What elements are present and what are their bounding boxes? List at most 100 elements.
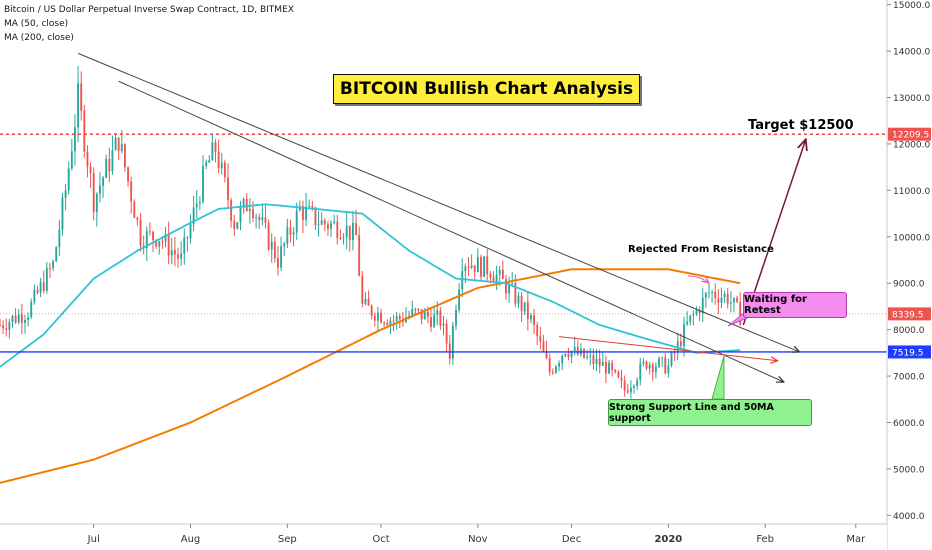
candle-body	[717, 298, 720, 303]
candle-body	[333, 221, 336, 224]
y-tick-label: 9000.0	[893, 280, 925, 290]
candle-body	[626, 390, 629, 393]
support-pointer	[711, 355, 725, 400]
candle-body	[302, 206, 304, 220]
candle-body	[111, 149, 114, 172]
candle-body	[92, 173, 95, 213]
candle-body	[177, 254, 179, 259]
retest-callout: Waiting for Retest	[743, 292, 847, 318]
candle-body	[139, 219, 142, 246]
y-tick-label: 6000.0	[893, 419, 925, 429]
y-tick-label: 5000.0	[893, 465, 925, 475]
price-badge-label: 8339.5	[892, 310, 924, 320]
candle-body	[667, 365, 670, 374]
candle-body	[442, 323, 445, 326]
candle-body	[186, 237, 189, 239]
time-axis[interactable]: Jul Aug Sep Oct Nov Dec 2020 Feb Mar	[0, 523, 887, 550]
price-badge	[888, 127, 931, 141]
candle-body	[8, 322, 11, 330]
candle-body	[223, 162, 226, 178]
candlestick-series	[0, 66, 742, 399]
candle-body	[517, 295, 520, 304]
candle-body	[0, 325, 1, 326]
candle-body	[351, 222, 354, 240]
candle-body	[117, 137, 120, 152]
candle-body	[661, 357, 664, 359]
candle-body	[586, 356, 589, 358]
candle-body	[689, 315, 692, 322]
candle-body	[554, 366, 557, 373]
candle-body	[551, 371, 554, 373]
candle-body	[629, 387, 632, 393]
candle-body	[451, 325, 454, 359]
candle-body	[152, 231, 154, 241]
y-tick-label: 11000.0	[893, 187, 930, 197]
candle-body	[483, 256, 486, 277]
candle-body	[686, 321, 689, 325]
candle-body	[545, 351, 548, 359]
rejected-label: Rejected From Resistance	[628, 244, 774, 255]
candle-body	[604, 362, 607, 374]
candle-body	[74, 127, 76, 152]
candle-body	[523, 302, 526, 312]
candle-body	[370, 305, 373, 316]
ma50-line	[0, 203, 741, 368]
x-tick-label: Aug	[181, 534, 201, 545]
candle-body	[423, 311, 426, 320]
candle-body	[27, 317, 30, 320]
candle-body	[308, 206, 311, 208]
candle-body	[633, 386, 635, 388]
candle-body	[461, 270, 464, 290]
y-tick-label: 15000.0	[893, 1, 930, 11]
candle-body	[573, 346, 576, 352]
candle-body	[567, 353, 570, 357]
x-tick-label: Jul	[87, 534, 100, 545]
candle-body	[14, 315, 17, 323]
candle-body	[330, 223, 333, 229]
candle-body	[280, 246, 283, 268]
candle-body	[311, 206, 314, 208]
candle-body	[420, 309, 423, 320]
candle-body	[408, 315, 411, 318]
candle-body	[511, 282, 514, 284]
candle-body	[5, 328, 8, 330]
candle-body	[127, 167, 129, 182]
candle-body	[358, 235, 361, 276]
candle-body	[89, 166, 92, 174]
candle-body	[148, 231, 151, 233]
candle-body	[473, 265, 476, 273]
candle-body	[636, 380, 639, 387]
candle-body	[155, 240, 158, 247]
candle-body	[426, 311, 429, 317]
candle-body	[608, 362, 610, 374]
price-axis[interactable]: 4000.0 5000.0 6000.0 7000.0 8000.0 9000.0 1000…	[886, 0, 932, 550]
candle-body	[395, 316, 398, 322]
y-tick-label: 7000.0	[893, 373, 925, 383]
candle-body	[230, 200, 233, 221]
y-tick-label: 14000.0	[893, 48, 930, 58]
candle-body	[267, 222, 270, 250]
y-tick-label: 13000.0	[893, 94, 930, 104]
candle-body	[17, 314, 20, 323]
candle-body	[211, 142, 214, 161]
candle-body	[695, 309, 698, 315]
candle-body	[208, 160, 211, 163]
candle-body	[242, 199, 245, 208]
candle-body	[114, 137, 117, 150]
candle-body	[205, 162, 208, 166]
candle-body	[733, 297, 735, 303]
candle-body	[501, 269, 504, 280]
candle-body	[236, 222, 239, 229]
candle-body	[648, 364, 651, 369]
x-tick-label: Oct	[372, 534, 389, 545]
candle-body	[389, 320, 392, 325]
candle-body	[436, 310, 439, 315]
candle-body	[492, 277, 495, 282]
candle-body	[105, 158, 108, 178]
candle-body	[692, 314, 695, 316]
candle-body	[704, 293, 707, 298]
candle-body	[198, 201, 201, 204]
candle-body	[20, 314, 23, 323]
candle-body	[339, 238, 342, 240]
